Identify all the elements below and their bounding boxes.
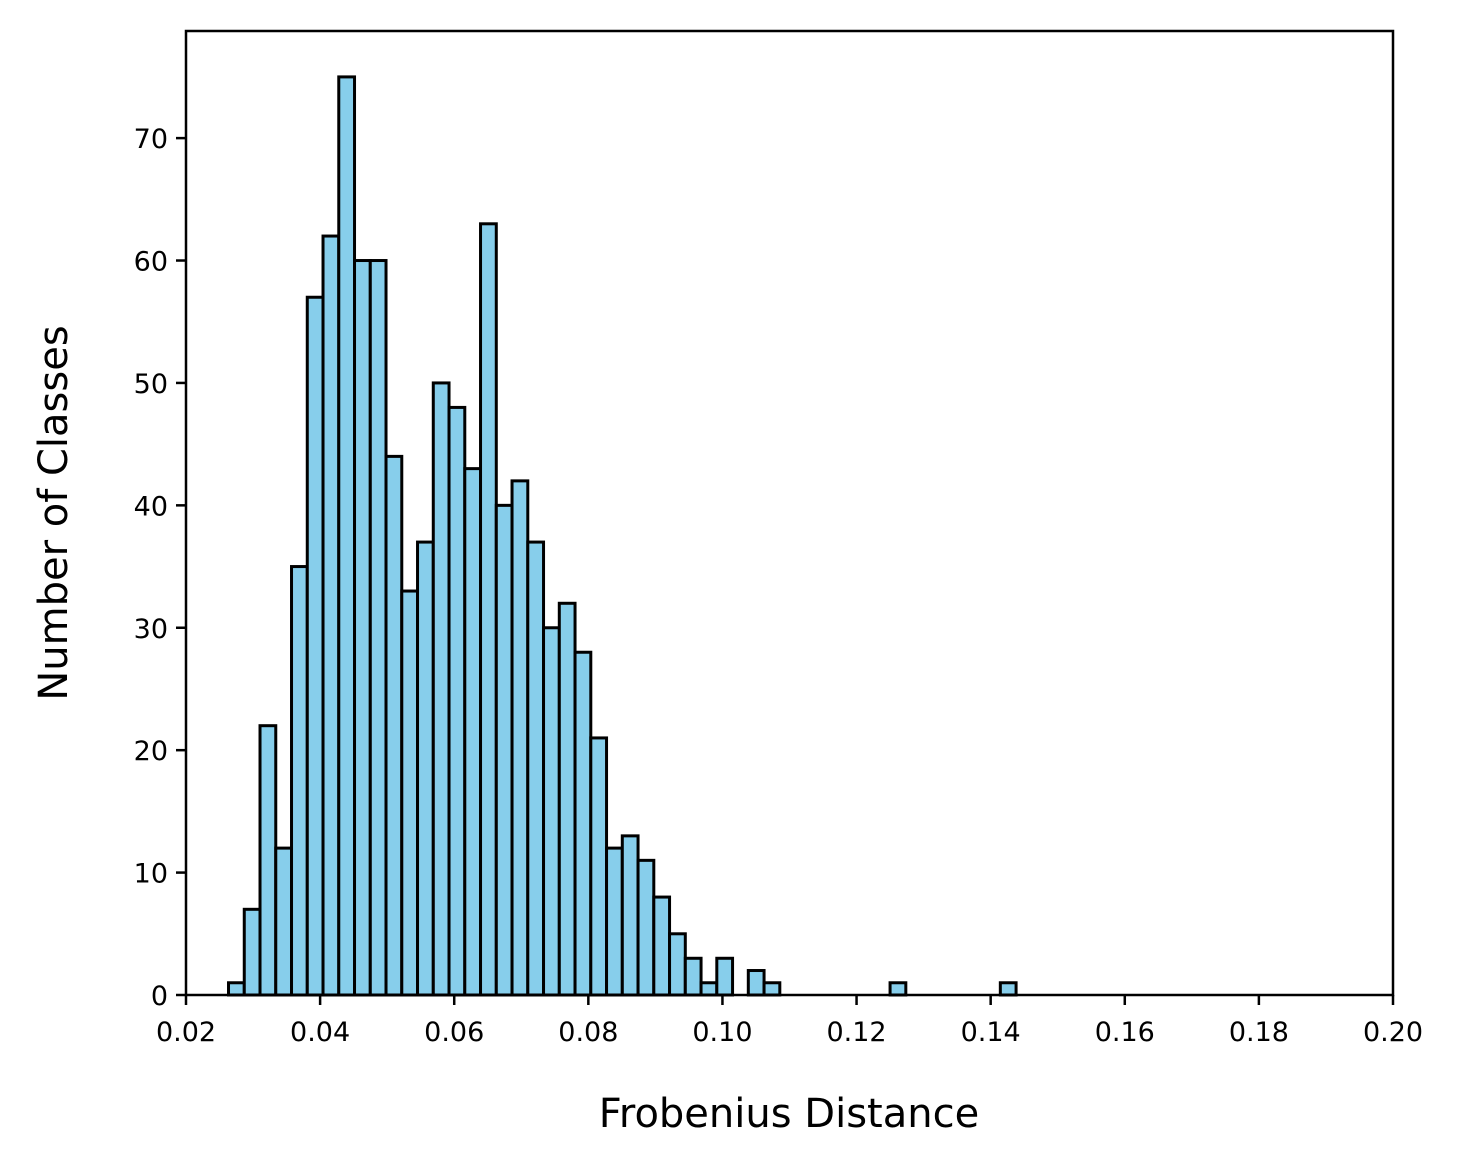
histogram-bar — [227, 981, 246, 997]
histogram-bar — [683, 956, 703, 997]
bars-group — [227, 75, 1018, 997]
plot-frame — [184, 29, 1395, 997]
x-tick-label: 0.02 — [156, 1017, 216, 1048]
histogram-bar — [542, 626, 561, 997]
histogram-bar — [494, 503, 514, 997]
histogram-bar — [746, 969, 766, 997]
histogram-bar — [636, 858, 656, 997]
x-axis: 0.02 0.04 0.06 0.08 0.10 0.12 0.14 0.16 0.18 0.20 — [156, 995, 1423, 1048]
y-tick-label: 70 — [134, 124, 168, 155]
y-tick-label: 20 — [134, 736, 168, 767]
histogram-bar — [384, 454, 404, 997]
histogram-bar — [431, 381, 451, 997]
histogram-bar — [353, 259, 372, 997]
x-tick-label: 0.20 — [1363, 1017, 1423, 1048]
x-tick-label: 0.16 — [1095, 1017, 1155, 1048]
histogram-bar — [274, 846, 294, 997]
histogram-bar — [573, 650, 593, 997]
histogram-bar — [589, 736, 609, 997]
y-tick-label: 40 — [134, 491, 168, 522]
histogram-bar — [557, 601, 577, 997]
histogram-bar — [305, 295, 325, 997]
histogram-bar — [337, 75, 357, 997]
histogram-bar — [368, 259, 388, 997]
y-axis: 0 10 20 30 40 50 60 70 — [134, 124, 186, 1012]
y-tick-label: 60 — [134, 247, 168, 278]
x-tick-label: 0.10 — [692, 1017, 752, 1048]
histogram-bar — [479, 222, 498, 997]
histogram-bar — [258, 724, 278, 997]
x-tick-label: 0.04 — [290, 1017, 350, 1048]
y-tick-label: 10 — [134, 859, 168, 890]
histogram-bar — [668, 932, 687, 997]
x-tick-label: 0.18 — [1229, 1017, 1289, 1048]
y-tick-label: 0 — [151, 981, 168, 1012]
histogram-bar — [699, 981, 719, 997]
histogram-bar — [620, 834, 640, 997]
histogram-bar — [463, 467, 483, 997]
histogram-bar — [321, 234, 341, 997]
x-axis-label: Frobenius Distance — [599, 1091, 979, 1137]
histogram-bar — [652, 895, 672, 997]
x-tick-label: 0.08 — [558, 1017, 618, 1048]
histogram-bar — [416, 540, 435, 997]
x-tick-label: 0.06 — [424, 1017, 484, 1048]
histogram-bar — [290, 565, 309, 997]
histogram-bar — [242, 907, 262, 997]
histogram-bar — [762, 981, 782, 997]
histogram-bar — [510, 479, 530, 997]
histogram-bar — [715, 956, 735, 997]
y-tick-label: 30 — [134, 614, 168, 645]
histogram-bar — [605, 846, 624, 997]
x-tick-label: 0.14 — [961, 1017, 1021, 1048]
histogram-bar — [998, 981, 1018, 997]
y-tick-label: 50 — [134, 369, 168, 400]
histogram-bar — [526, 540, 546, 997]
histogram-bar — [447, 405, 467, 997]
histogram-bar — [888, 981, 908, 997]
x-tick-label: 0.12 — [826, 1017, 886, 1048]
y-axis-label: Number of Classes — [31, 325, 77, 700]
histogram-bar — [400, 589, 420, 997]
